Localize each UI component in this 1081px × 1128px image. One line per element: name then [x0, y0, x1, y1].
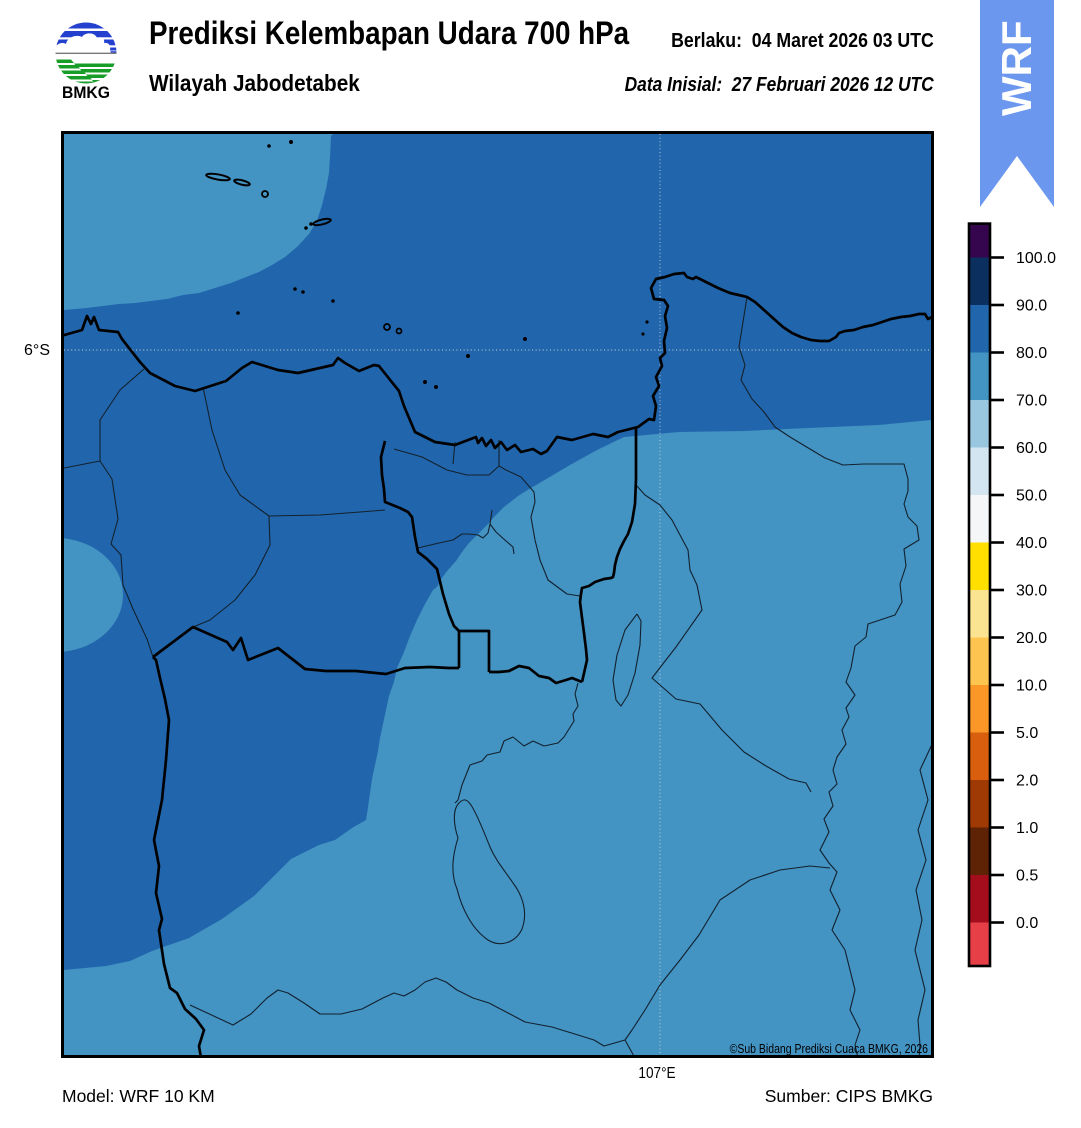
svg-text:100.0: 100.0	[1016, 250, 1056, 267]
svg-text:2.0: 2.0	[1016, 773, 1038, 790]
svg-text:0.5: 0.5	[1016, 868, 1038, 885]
svg-text:70.0: 70.0	[1016, 393, 1047, 410]
svg-text:20.0: 20.0	[1016, 630, 1047, 647]
svg-text:60.0: 60.0	[1016, 440, 1047, 457]
svg-text:0.0: 0.0	[1016, 915, 1038, 932]
svg-text:10.0: 10.0	[1016, 678, 1047, 695]
svg-text:30.0: 30.0	[1016, 583, 1047, 600]
svg-text:90.0: 90.0	[1016, 298, 1047, 315]
svg-text:50.0: 50.0	[1016, 488, 1047, 505]
svg-text:WRF: WRF	[993, 20, 1040, 116]
svg-text:©Sub Bidang Prediksi Cuaca BMK: ©Sub Bidang Prediksi Cuaca BMKG, 2026	[730, 1043, 928, 1056]
svg-text:40.0: 40.0	[1016, 535, 1047, 552]
svg-text:5.0: 5.0	[1016, 725, 1038, 742]
svg-text:80.0: 80.0	[1016, 345, 1047, 362]
svg-text:1.0: 1.0	[1016, 820, 1038, 837]
